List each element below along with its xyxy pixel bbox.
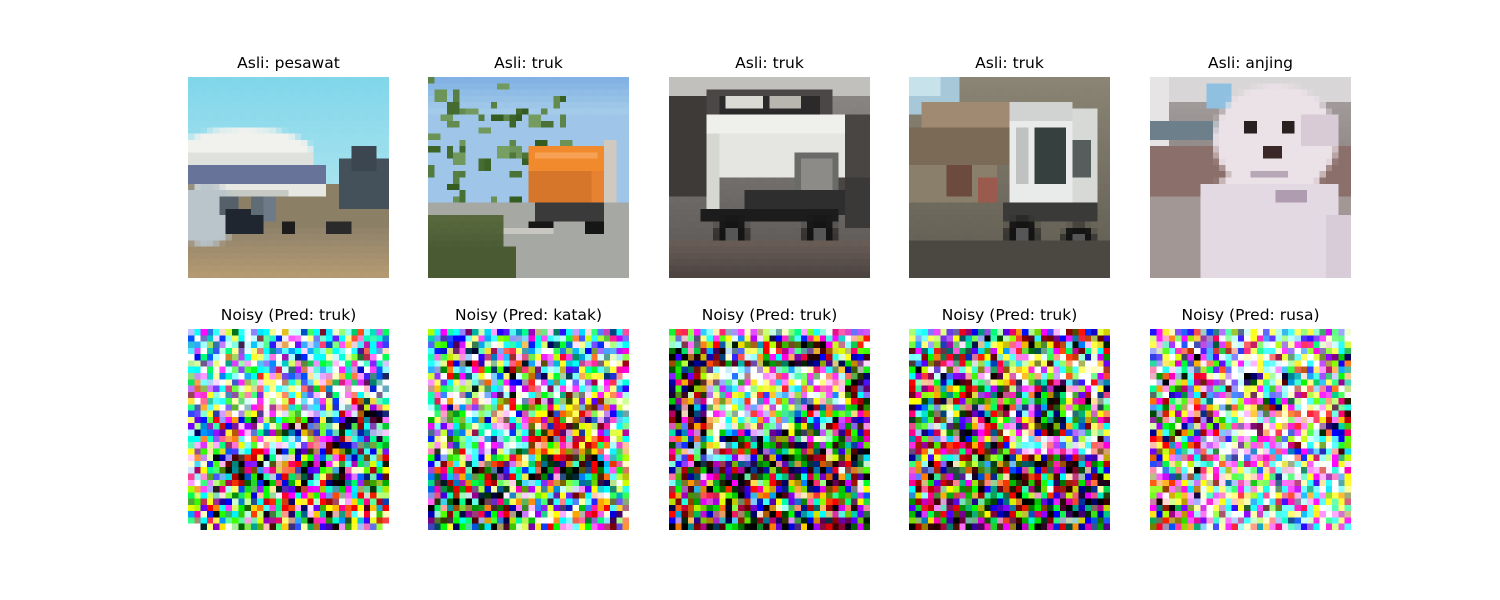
- panel-title: Noisy (Pred: katak): [454, 306, 603, 324]
- panel-title: Noisy (Pred: truk): [220, 306, 357, 324]
- panel-title: Asli: pesawat: [237, 54, 340, 72]
- panel-title: Asli: truk: [735, 54, 804, 72]
- airplane-image: [188, 77, 389, 278]
- panel-title: Noisy (Pred: truk): [701, 306, 838, 324]
- dog-image: [1150, 77, 1351, 278]
- truck-image: [669, 77, 870, 278]
- panel-title: Asli: truk: [494, 54, 563, 72]
- panel-title: Noisy (Pred: truk): [941, 306, 1078, 324]
- noisy-truck-image: [669, 329, 870, 530]
- truck-image: [909, 77, 1110, 278]
- noisy-airplane-image: [188, 329, 389, 530]
- truck-image: [428, 77, 629, 278]
- noisy-truck-image: [428, 329, 629, 530]
- panel-title: Noisy (Pred: rusa): [1181, 306, 1320, 324]
- panel-title: Asli: truk: [975, 54, 1044, 72]
- noisy-dog-image: [1150, 329, 1351, 530]
- panel-title: Asli: anjing: [1207, 54, 1294, 72]
- noisy-truck-image: [909, 329, 1110, 530]
